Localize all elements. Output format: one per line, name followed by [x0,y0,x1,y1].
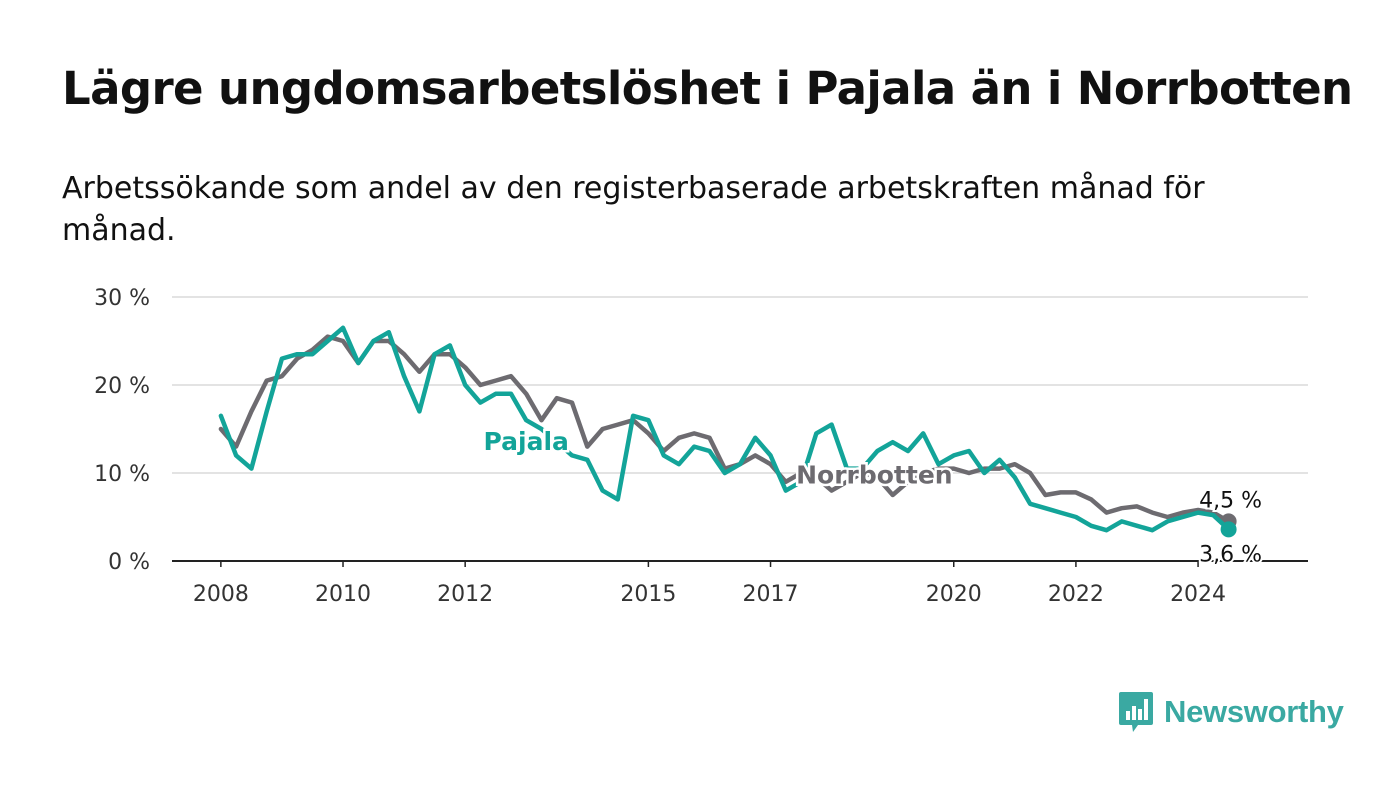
y-tick-label: 10 % [94,462,150,487]
x-tick-label: 2010 [315,582,371,607]
series-line-pajala [218,325,1231,533]
y-tick-label: 30 % [94,286,150,311]
chart-subtitle: Arbetssökande som andel av den registerb… [62,171,1205,248]
y-tick-label: 20 % [94,374,150,399]
x-tick-label: 2024 [1170,582,1226,607]
line-chart: 0 % 10 % 20 % 30 % 2008 2010 2012 2015 2017 2020… [94,286,1308,607]
newsworthy-brand: Newsworthy [1118,690,1344,734]
y-tick-label: 0 % [108,550,150,575]
x-tick-label: 2022 [1048,582,1104,607]
brand-name: Newsworthy [1164,694,1344,729]
x-tick-label: 2015 [620,582,676,607]
x-tick-label: 2020 [926,582,982,607]
end-point-pajala [1220,521,1237,538]
series-label-norrbotten: Norrbotten [796,461,952,490]
newsworthy-logo-icon [1119,692,1153,732]
end-label-norrbotten: 4,5 % [1199,488,1262,513]
series-label-pajala: Pajala [484,427,569,456]
end-label-pajala: 3,6 % [1199,542,1262,567]
x-tick-label: 2012 [437,582,493,607]
series-line-norrbotten [218,334,1231,524]
x-tick-label: 2008 [193,582,249,607]
x-tick-label: 2017 [743,582,799,607]
chart-title: Lägre ungdomsarbetslöshet i Pajala än i … [62,62,1353,115]
